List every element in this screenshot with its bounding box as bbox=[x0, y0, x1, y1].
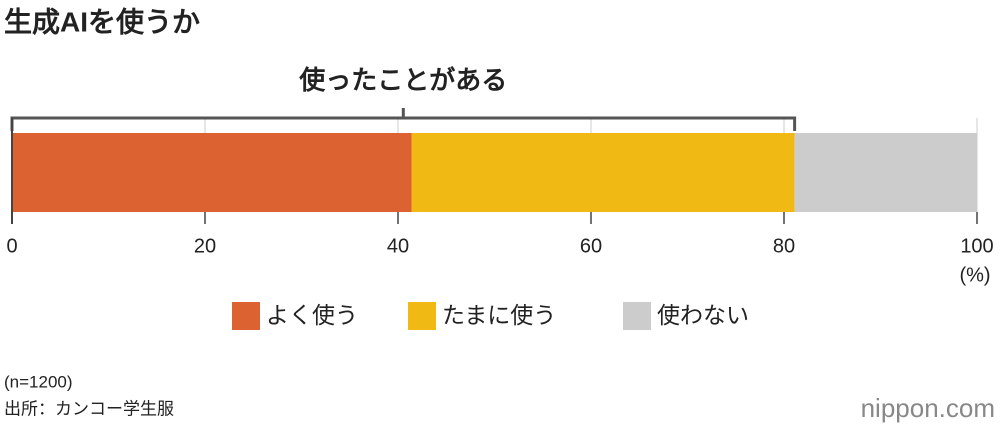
source: 出所：カンコー学生服 bbox=[4, 399, 174, 418]
legend-label: よく使う bbox=[266, 302, 358, 328]
bar-segment bbox=[12, 133, 412, 212]
x-tick-label: 40 bbox=[387, 235, 409, 257]
bracket bbox=[10, 108, 797, 131]
annotation: 使ったことがある bbox=[298, 65, 507, 95]
x-tick-label: 100 bbox=[960, 235, 993, 257]
x-tick-label: 60 bbox=[580, 235, 602, 257]
legend-swatch bbox=[232, 302, 260, 330]
legend-swatch bbox=[408, 302, 436, 330]
bar-segment bbox=[411, 133, 795, 212]
chart-title: 生成AIを使うか bbox=[4, 6, 200, 37]
x-tick-label: 0 bbox=[6, 235, 17, 257]
x-tick-label: 80 bbox=[773, 235, 795, 257]
legend-swatch bbox=[623, 302, 651, 330]
x-unit: (%) bbox=[959, 264, 990, 286]
x-tick-label: 20 bbox=[194, 235, 216, 257]
legend-label: 使わない bbox=[657, 302, 749, 328]
note: (n=1200) bbox=[4, 372, 73, 391]
legend-label: たまに使う bbox=[442, 302, 556, 328]
logo: nippon.com bbox=[861, 393, 995, 423]
bar-segment bbox=[794, 133, 977, 212]
